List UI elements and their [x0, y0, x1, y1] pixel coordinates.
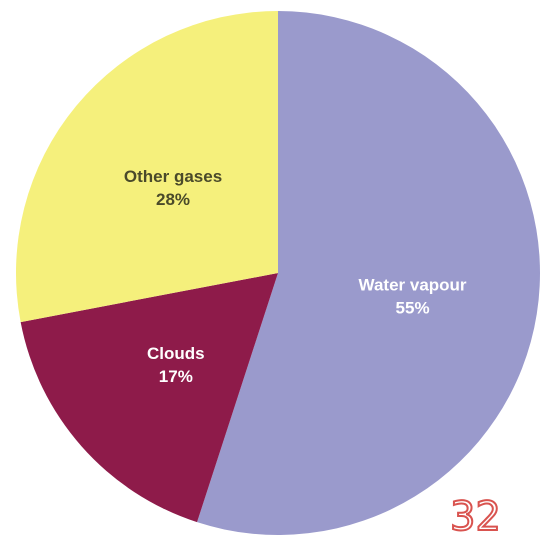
slice-label: Clouds [147, 344, 205, 363]
slice-label: Other gases [124, 167, 222, 186]
slice-value-label: 28% [156, 190, 190, 209]
watermark-mark: 32 [450, 494, 501, 537]
pie-slice-clouds [20, 273, 278, 523]
pie-slice-water-vapour [197, 11, 540, 535]
slice-label: Water vapour [359, 275, 467, 294]
pie-slice-other-gases [15, 11, 278, 323]
slice-value-label: 17% [159, 367, 193, 386]
slice-value-label: 55% [396, 298, 430, 317]
pie-slices [15, 11, 540, 535]
pie-labels: Water vapour 55% Clouds 17% Other gases 28% [124, 167, 467, 386]
